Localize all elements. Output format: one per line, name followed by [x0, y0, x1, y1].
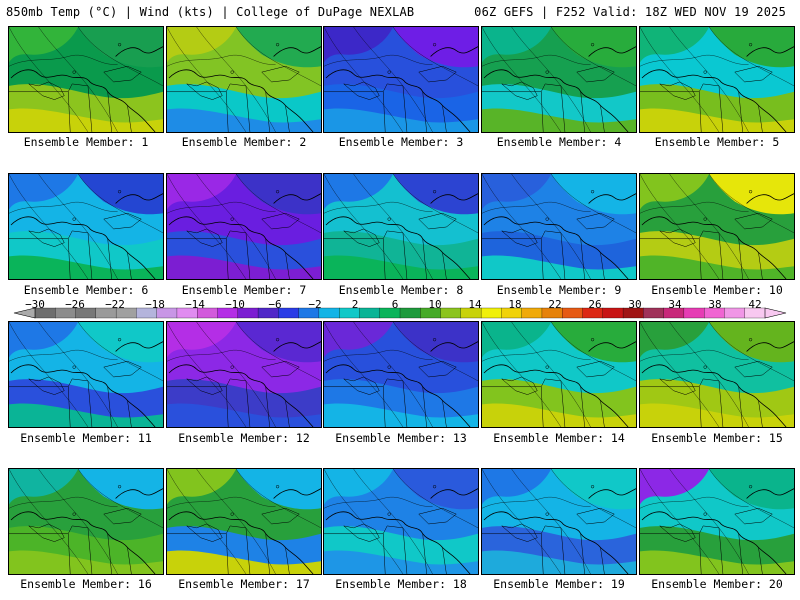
ensemble-member-label: Ensemble Member: 17 — [178, 577, 310, 591]
temperature-map — [9, 174, 163, 279]
ensemble-member-label: Ensemble Member: 5 — [654, 135, 780, 149]
colorbar-tick-label: −22 — [105, 298, 125, 311]
ensemble-member-map — [481, 173, 637, 280]
colorbar-tick-label: 10 — [428, 298, 442, 311]
colorbar-cell — [480, 307, 502, 319]
temperature-map — [640, 322, 794, 427]
ensemble-member-map — [323, 173, 479, 280]
ensemble-member-map — [481, 321, 637, 428]
temperature-map — [9, 27, 163, 132]
colorbar-tick-label: −10 — [225, 298, 245, 311]
ensemble-member-map — [481, 26, 637, 133]
colorbar-cell — [318, 307, 340, 319]
colorbar-tick-label: −26 — [65, 298, 85, 311]
ensemble-member-map — [8, 173, 164, 280]
ensemble-member-label: Ensemble Member: 12 — [178, 431, 310, 445]
ensemble-member-map — [323, 468, 479, 575]
ensemble-member-map — [639, 321, 795, 428]
colorbar-tick-label: 14 — [468, 298, 482, 311]
temperature-map — [640, 174, 794, 279]
temperature-map — [324, 469, 478, 574]
ensemble-member-label: Ensemble Member: 4 — [496, 135, 622, 149]
temperature-colorbar — [13, 307, 787, 319]
temperature-map — [324, 174, 478, 279]
ensemble-member-label: Ensemble Member: 20 — [651, 577, 783, 591]
ensemble-member-label: Ensemble Member: 7 — [181, 283, 307, 297]
temperature-map — [9, 322, 163, 427]
temperature-map — [167, 469, 321, 574]
ensemble-member-map — [166, 468, 322, 575]
ensemble-member-label: Ensemble Member: 8 — [338, 283, 464, 297]
colorbar-cell — [562, 307, 583, 319]
ensemble-member-label: Ensemble Member: 13 — [335, 431, 467, 445]
temperature-map — [167, 174, 321, 279]
colorbar-left-arrow — [13, 307, 36, 319]
colorbar-cell — [359, 307, 381, 319]
colorbar-tick-label: 18 — [508, 298, 522, 311]
colorbar-cell — [440, 307, 462, 319]
ensemble-member-map — [639, 26, 795, 133]
colorbar-cell — [399, 307, 421, 319]
colorbar-tick-label: 22 — [548, 298, 562, 311]
colorbar-cell — [602, 307, 624, 319]
temperature-map — [640, 469, 794, 574]
ensemble-member-label: Ensemble Member: 14 — [493, 431, 625, 445]
ensemble-member-map — [639, 173, 795, 280]
colorbar-right-arrow — [764, 307, 787, 319]
ensemble-member-map — [8, 321, 164, 428]
ensemble-member-label: Ensemble Member: 2 — [181, 135, 307, 149]
ensemble-member-label: Ensemble Member: 18 — [335, 577, 467, 591]
ensemble-member-label: Ensemble Member: 19 — [493, 577, 625, 591]
colorbar-tick-label: −18 — [145, 298, 165, 311]
colorbar-cell — [724, 307, 746, 319]
ensemble-member-label: Ensemble Member: 9 — [496, 283, 622, 297]
run-valid-time: 06Z GEFS | F252 Valid: 18Z WED NOV 19 20… — [474, 5, 786, 19]
ensemble-member-map — [323, 26, 479, 133]
colorbar-cell — [521, 307, 543, 319]
colorbar-tick-label: −6 — [268, 298, 282, 311]
colorbar-tick-label: 42 — [748, 298, 762, 311]
colorbar-tick-label: −14 — [185, 298, 205, 311]
colorbar-tick-label: 34 — [668, 298, 682, 311]
colorbar-cell — [643, 307, 665, 319]
temperature-map — [167, 27, 321, 132]
map-title: 850mb Temp (°C) | Wind (kts) | College o… — [6, 5, 415, 19]
colorbar-tick-label: 38 — [708, 298, 722, 311]
ensemble-member-label: Ensemble Member: 11 — [20, 431, 152, 445]
ensemble-member-label: Ensemble Member: 10 — [651, 283, 783, 297]
ensemble-member-label: Ensemble Member: 6 — [23, 283, 149, 297]
temperature-map — [640, 27, 794, 132]
colorbar-cell — [683, 307, 705, 319]
ensemble-member-label: Ensemble Member: 3 — [338, 135, 464, 149]
ensemble-member-map — [166, 173, 322, 280]
colorbar-tick-label: 30 — [628, 298, 642, 311]
ensemble-member-map — [481, 468, 637, 575]
ensemble-member-map — [8, 26, 164, 133]
colorbar-tick-label: −2 — [308, 298, 322, 311]
colorbar-tick-label: −30 — [25, 298, 45, 311]
ensemble-member-map — [166, 321, 322, 428]
ensemble-member-label: Ensemble Member: 1 — [23, 135, 149, 149]
temperature-map — [324, 27, 478, 132]
temperature-map — [482, 469, 636, 574]
ensemble-member-label: Ensemble Member: 16 — [20, 577, 152, 591]
temperature-map — [482, 322, 636, 427]
colorbar-tick-label: 2 — [351, 298, 359, 311]
ensemble-member-map — [166, 26, 322, 133]
ensemble-member-label: Ensemble Member: 15 — [651, 431, 783, 445]
ensemble-member-map — [8, 468, 164, 575]
ensemble-member-map — [323, 321, 479, 428]
temperature-map — [9, 469, 163, 574]
temperature-map — [482, 27, 636, 132]
temperature-map — [482, 174, 636, 279]
colorbar-tick-label: 26 — [588, 298, 602, 311]
temperature-map — [324, 322, 478, 427]
colorbar-tick-label: 6 — [391, 298, 399, 311]
ensemble-member-map — [639, 468, 795, 575]
temperature-map — [167, 322, 321, 427]
